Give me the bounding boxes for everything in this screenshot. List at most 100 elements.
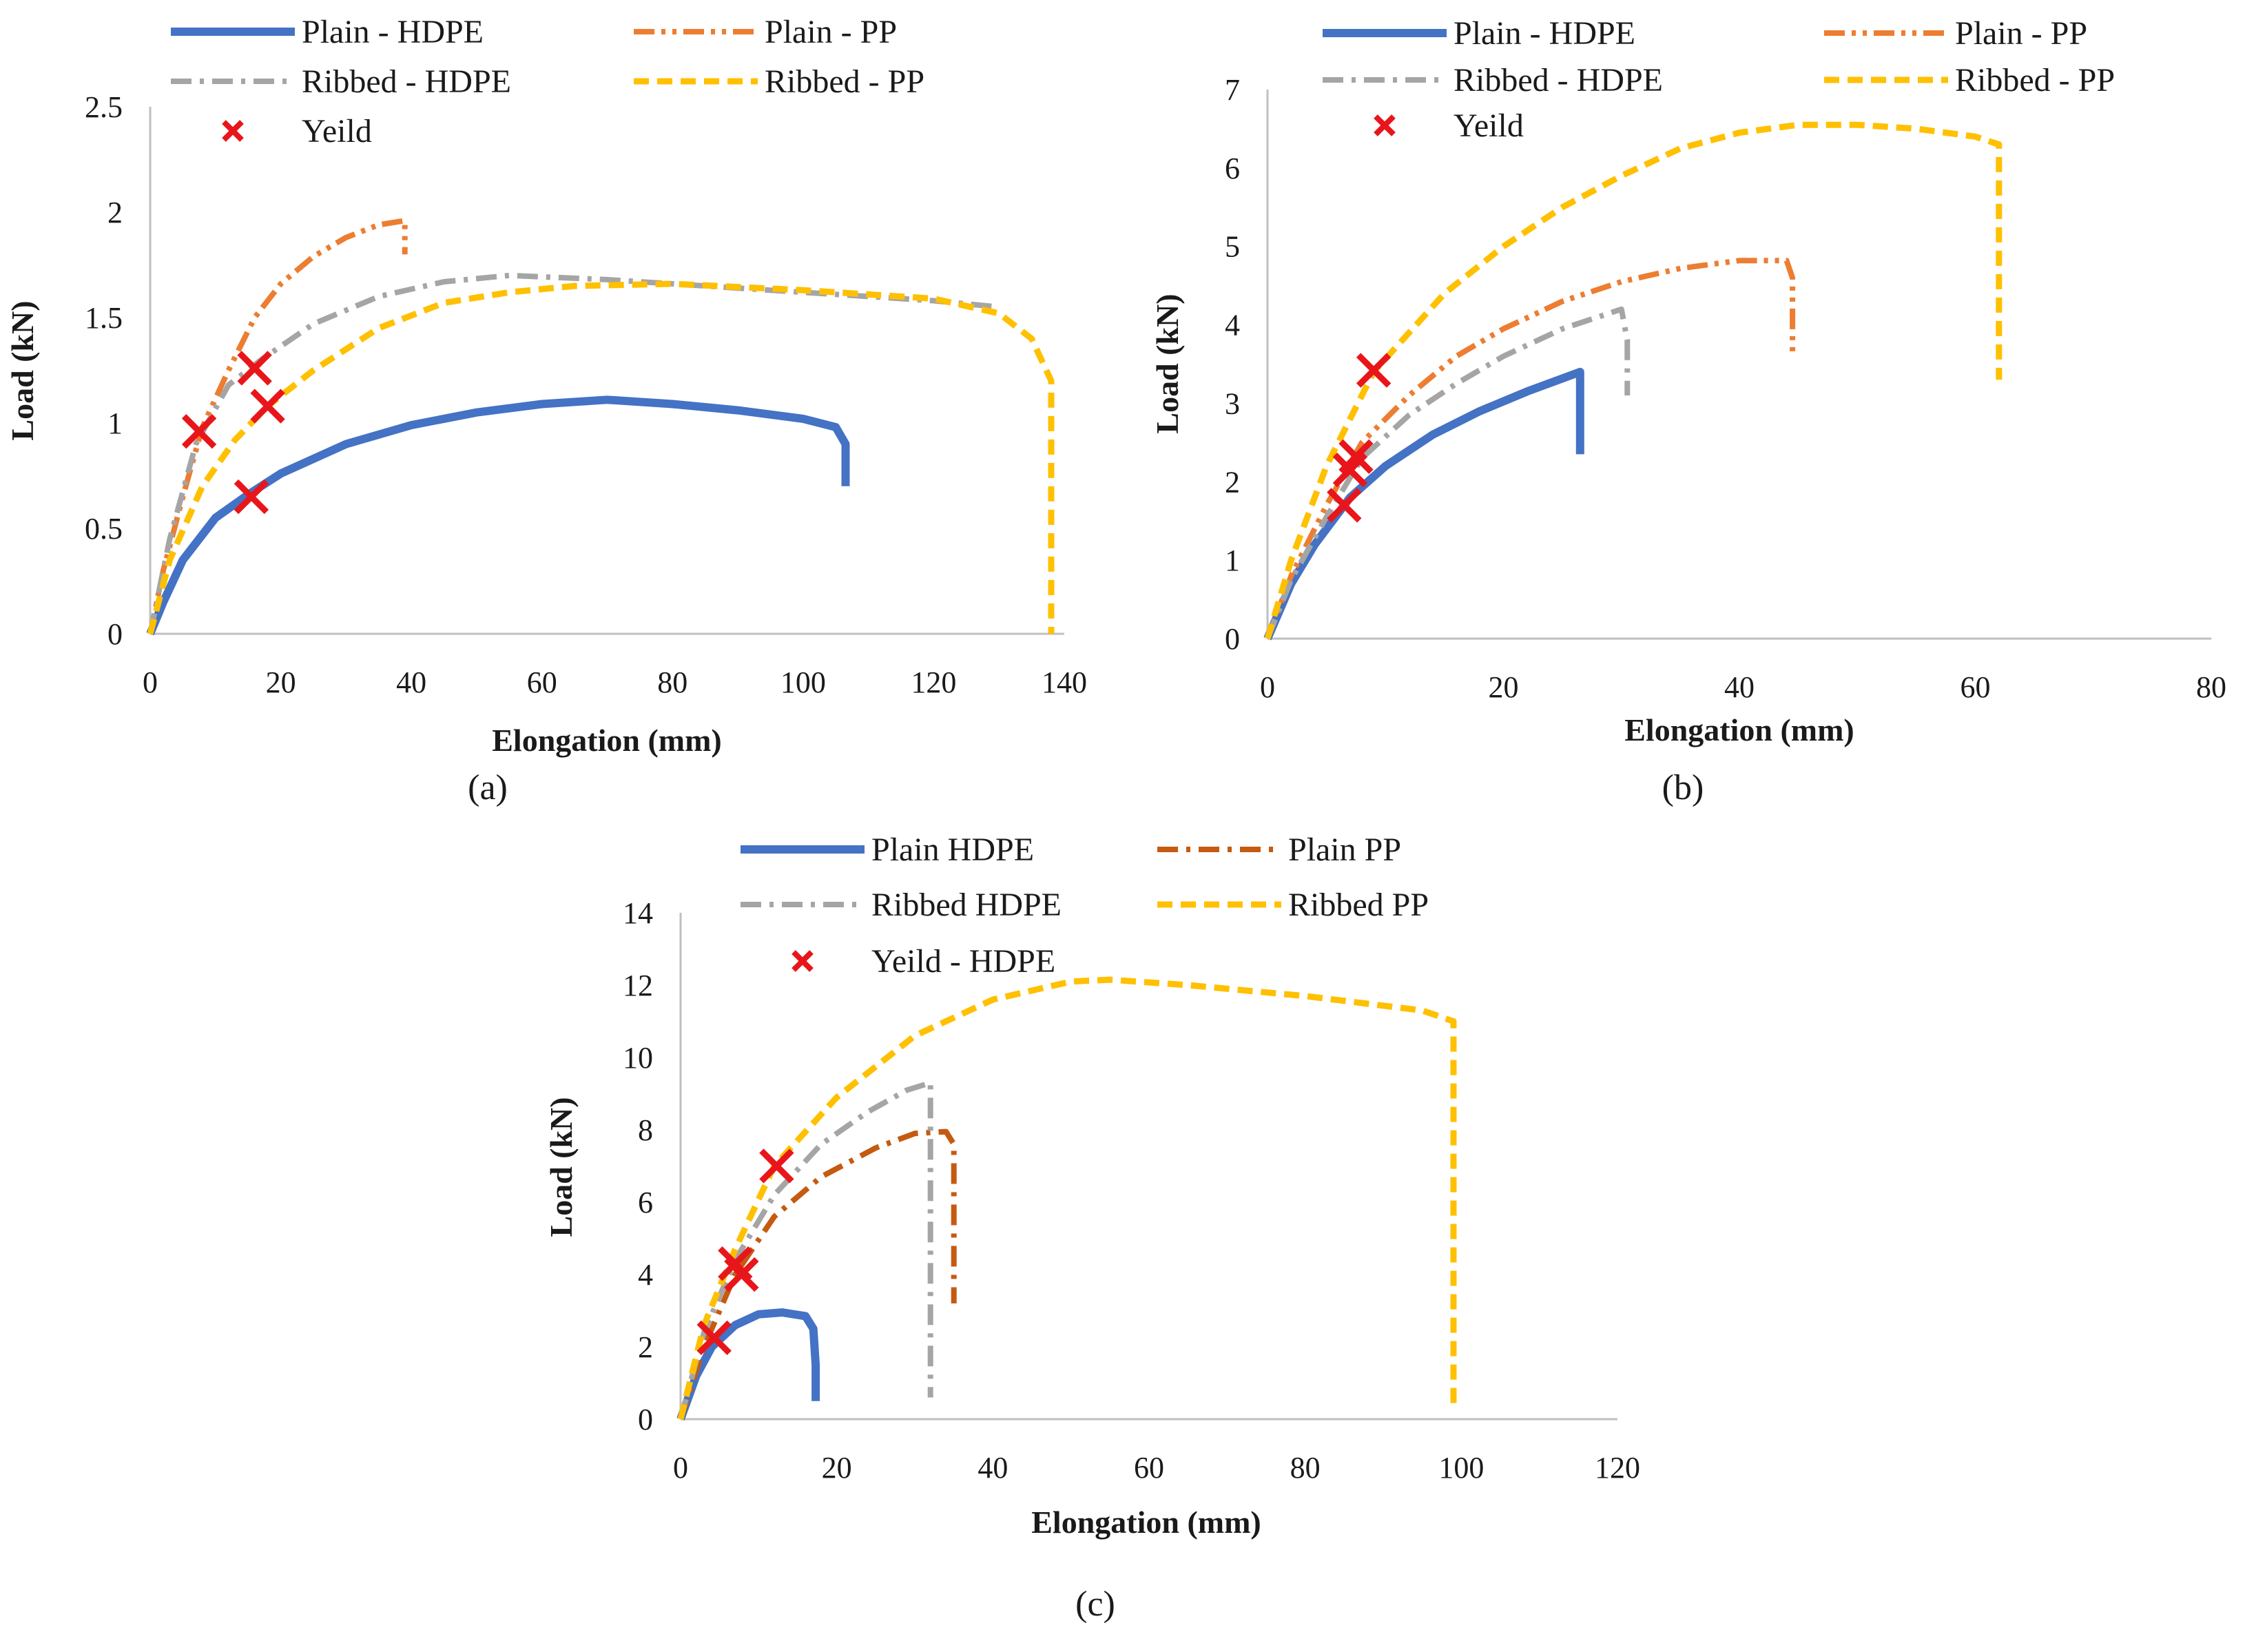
x-tick-label: 20: [822, 1451, 852, 1485]
y-tick-label: 0: [107, 617, 123, 651]
y-tick-label: 2: [107, 196, 123, 229]
yield-marker: [1356, 353, 1392, 388]
y-tick-label: 0.5: [85, 512, 123, 546]
y-tick-label: 14: [623, 896, 653, 930]
yield-marker-stroke: [1332, 453, 1368, 488]
y-tick-label: 0: [1225, 622, 1240, 656]
yield-marker: [181, 414, 217, 449]
y-tick-label: 6: [1225, 152, 1240, 185]
x-tick-label: 0: [1260, 670, 1275, 704]
yield-marker: [759, 1148, 794, 1184]
legend-label: Plain PP: [1288, 832, 1401, 868]
x-tick-label: 60: [1134, 1451, 1164, 1485]
legend-label: Plain - HDPE: [302, 14, 484, 50]
x-axis-title: Elongation (mm): [1031, 1505, 1261, 1540]
yield-marker: [724, 1257, 759, 1292]
legend-label: Ribbed - PP: [1955, 62, 2115, 99]
legend-label: Ribbed - PP: [765, 63, 924, 100]
x-tick-label: 0: [673, 1451, 688, 1485]
y-tick-label: 10: [623, 1041, 653, 1075]
panel-caption: (c): [1075, 1584, 1115, 1624]
series-line-ribbed-pp: [1264, 121, 2003, 640]
x-tick-label: 80: [1290, 1451, 1321, 1485]
panel-caption: (b): [1662, 768, 1704, 807]
yield-marker-stroke: [1374, 114, 1396, 136]
yield-marker: [1327, 488, 1362, 523]
legend-label: Ribbed - HDPE: [1453, 62, 1663, 99]
chart-panel-b: 0 1 2 3 4 5 6 7 0 20 40 60 80 Elongation (mm) Load (kN…: [1150, 15, 2226, 807]
chart-panel-a: 0 0.5 1 1.5 2 2.5 0 20 40 60 80 100 120 140 Elongation…: [5, 14, 1087, 807]
x-tick-label: 120: [1595, 1451, 1640, 1485]
legend-label: Plain - PP: [1955, 15, 2087, 52]
series-line-plain-pp: [678, 1128, 957, 1421]
x-tick-label: 80: [2196, 670, 2226, 704]
series-line-plain-hdpe: [676, 1308, 820, 1421]
x-tick-label: 60: [1961, 670, 1991, 704]
yield-marker-stroke: [724, 1257, 759, 1292]
yield-marker-stroke: [250, 389, 285, 424]
legend-label: Plain - HDPE: [1453, 15, 1635, 52]
yield-marker-stroke: [759, 1148, 794, 1184]
yield-marker: [250, 389, 285, 424]
yield-marker-stroke: [237, 351, 272, 386]
y-tick-label: 2: [638, 1330, 653, 1364]
x-tick-label: 100: [780, 665, 826, 699]
x-tick-label: 40: [1724, 670, 1755, 704]
yield-marker-stroke: [1356, 353, 1392, 388]
legend-label: Ribbed PP: [1288, 887, 1429, 923]
yield-marker-stroke: [222, 120, 244, 142]
yield-marker: [234, 479, 269, 515]
y-tick-label: 1: [107, 406, 123, 440]
legend-yield-marker: [222, 120, 244, 142]
series-line-plain-pp: [147, 218, 408, 634]
legend-yield-marker: [1374, 114, 1396, 136]
x-tick-label: 20: [266, 665, 296, 699]
legend-label: Yeild: [302, 113, 372, 149]
series-line-ribbed-hdpe: [147, 272, 1000, 634]
x-axis-title: Elongation (mm): [492, 723, 722, 758]
legend-label: Plain - PP: [765, 14, 897, 50]
y-tick-label: 1: [1225, 544, 1240, 577]
y-tick-label: 0: [638, 1403, 653, 1436]
yield-marker-stroke: [792, 950, 814, 972]
legend-label: Ribbed HDPE: [871, 887, 1062, 923]
legend-label: Plain HDPE: [871, 832, 1034, 868]
legend-label: Yeild: [1453, 107, 1524, 144]
yield-marker: [696, 1320, 732, 1356]
yield-marker-stroke: [234, 479, 269, 515]
y-axis-title: Load (kN): [1150, 293, 1185, 433]
series-line-ribbed-pp: [147, 280, 1055, 635]
y-tick-label: 2.5: [85, 90, 123, 124]
y-tick-label: 12: [623, 969, 653, 1002]
yield-marker-stroke: [696, 1320, 732, 1356]
y-axis-title: Load (kN): [5, 300, 40, 440]
y-tick-label: 3: [1225, 386, 1240, 420]
yield-marker-stroke: [181, 414, 217, 449]
y-tick-label: 4: [638, 1258, 653, 1292]
legend-yield-marker: [792, 950, 814, 972]
x-tick-label: 0: [143, 665, 158, 699]
series-line-plain-hdpe: [146, 395, 850, 636]
x-tick-label: 80: [657, 665, 687, 699]
x-tick-label: 120: [911, 665, 956, 699]
legend-label: Yeild - HDPE: [871, 943, 1055, 980]
y-axis-title: Load (kN): [544, 1097, 579, 1237]
yield-marker: [1332, 453, 1368, 488]
x-tick-label: 40: [396, 665, 426, 699]
series-line-ribbed-pp: [677, 976, 1457, 1421]
x-tick-label: 100: [1438, 1451, 1484, 1485]
legend-label: Ribbed - HDPE: [302, 63, 511, 100]
yield-marker: [237, 351, 272, 386]
panel-caption: (a): [468, 768, 508, 807]
y-tick-label: 7: [1225, 73, 1240, 107]
y-tick-label: 6: [638, 1186, 653, 1219]
y-tick-label: 5: [1225, 230, 1240, 264]
x-axis-title: Elongation (mm): [1624, 712, 1854, 747]
y-tick-label: 2: [1225, 465, 1240, 499]
yield-marker-stroke: [1327, 488, 1362, 523]
x-tick-label: 140: [1042, 665, 1087, 699]
x-tick-label: 20: [1489, 670, 1519, 704]
y-tick-label: 1.5: [85, 301, 123, 335]
x-tick-label: 60: [527, 665, 557, 699]
